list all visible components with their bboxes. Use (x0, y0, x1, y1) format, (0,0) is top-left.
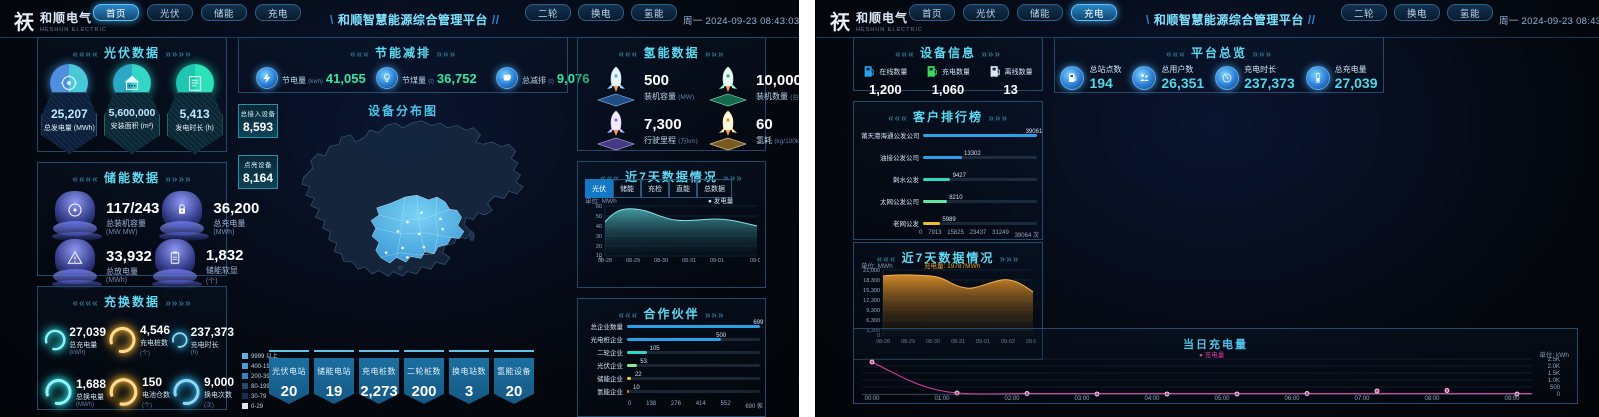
svg-text:21,000: 21,000 (863, 268, 880, 274)
svg-text:08-30: 08-30 (654, 258, 668, 264)
svg-text:00:00: 00:00 (864, 396, 880, 401)
svg-text:6,300: 6,300 (866, 318, 880, 324)
svg-text:60: 60 (596, 204, 602, 210)
svg-text:06:00: 06:00 (1284, 396, 1300, 401)
svg-text:15,300: 15,300 (863, 288, 880, 294)
svg-text:30: 30 (596, 234, 602, 240)
svg-text:09:00: 09:00 (1504, 396, 1520, 401)
svg-text:40: 40 (596, 224, 602, 230)
svg-text:09-01: 09-01 (710, 258, 724, 264)
svg-text:2.0K: 2.0K (1548, 364, 1560, 370)
svg-text:50: 50 (596, 214, 602, 220)
svg-text:500: 500 (1550, 385, 1561, 391)
svg-text:02:00: 02:00 (1004, 396, 1020, 401)
svg-text:04:00: 04:00 (1144, 396, 1160, 401)
svg-text:9,300: 9,300 (866, 308, 880, 314)
svg-text:1.0K: 1.0K (1548, 378, 1560, 384)
svg-text:09-01: 09-01 (750, 258, 760, 264)
svg-text:07:00: 07:00 (1354, 396, 1370, 401)
svg-text:1.5K: 1.5K (1548, 371, 1560, 377)
svg-text:0: 0 (1557, 392, 1561, 398)
svg-text:03:00: 03:00 (1074, 396, 1090, 401)
svg-text:01:00: 01:00 (934, 396, 950, 401)
svg-text:20: 20 (596, 244, 602, 250)
svg-text:08-31: 08-31 (682, 258, 696, 264)
svg-text:08:00: 08:00 (1424, 396, 1440, 401)
svg-text:08-28: 08-28 (598, 258, 612, 264)
svg-text:12,300: 12,300 (863, 298, 880, 304)
svg-text:05:00: 05:00 (1214, 396, 1230, 401)
svg-text:08-29: 08-29 (626, 258, 640, 264)
svg-text:18,300: 18,300 (863, 278, 880, 284)
svg-text:2.5K: 2.5K (1548, 357, 1560, 363)
